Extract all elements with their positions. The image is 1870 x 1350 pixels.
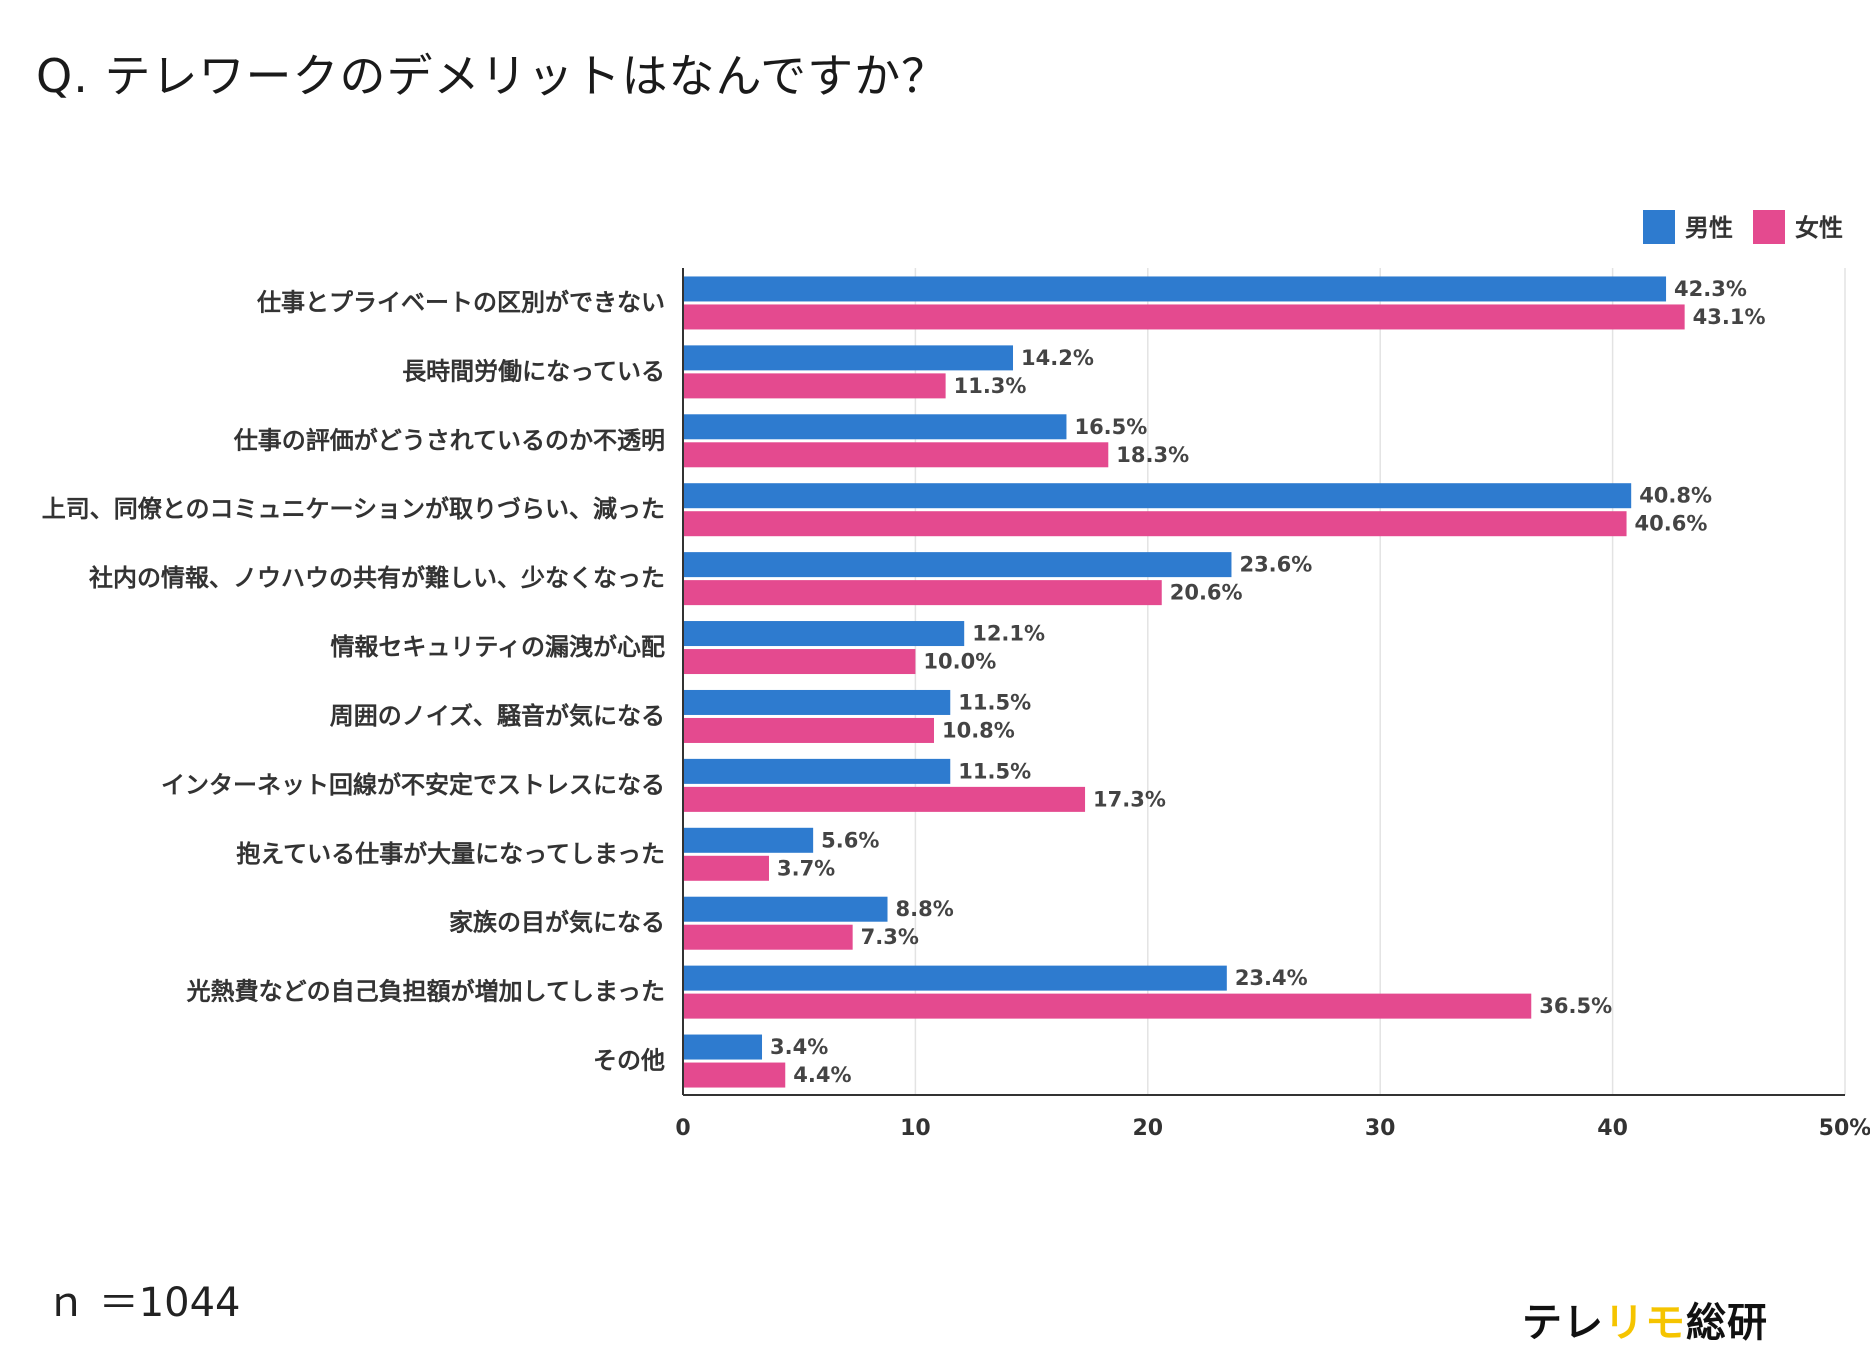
logo-part-2: リモ (1604, 1300, 1686, 1346)
data-label: 18.3% (1116, 443, 1189, 467)
category-label: 仕事の評価がどうされているのか不透明 (233, 426, 665, 454)
data-label: 8.8% (896, 897, 954, 921)
category-label: 家族の目が気になる (449, 909, 665, 937)
bar-female (684, 924, 853, 950)
legend-label-female: 女性 (1795, 214, 1843, 242)
category-label: 長時間労働になっている (402, 357, 665, 385)
bar-female (684, 717, 934, 743)
x-tick-label: 20 (1132, 1116, 1163, 1141)
bar-female (684, 993, 1532, 1019)
data-label: 7.3% (861, 925, 919, 949)
bar-male (684, 552, 1232, 578)
data-label: 11.5% (958, 759, 1031, 783)
data-label: 17.3% (1093, 787, 1166, 811)
category-label: インターネット回線が不安定でストレスになる (161, 771, 665, 799)
logo-part-3: 総研 (1686, 1300, 1768, 1346)
data-label: 36.5% (1539, 994, 1612, 1018)
bar-male (684, 827, 814, 853)
data-label: 3.7% (777, 856, 835, 880)
category-label: 仕事とプライベートの区別ができない (256, 288, 665, 316)
category-label: 情報セキュリティの漏洩が心配 (330, 633, 665, 661)
bar-male (684, 483, 1632, 509)
data-label: 23.6% (1239, 553, 1312, 577)
sample-size: ｎ ＝1044 (46, 1280, 241, 1326)
bar-female (684, 1062, 786, 1088)
data-label: 43.1% (1693, 305, 1766, 329)
data-label: 40.8% (1639, 484, 1712, 508)
brand-logo: テレリモ総研 (1522, 1290, 1768, 1348)
chart-title: Q. テレワークのデメリットはなんですか？ (36, 49, 949, 103)
data-label: 11.3% (954, 374, 1027, 398)
bar-male (684, 621, 965, 647)
legend-label-male: 男性 (1685, 214, 1733, 242)
category-label: 抱えている仕事が大量になってしまった (236, 840, 665, 868)
category-label: 上司、同僚とのコミュニケーションが取りづらい、減った (42, 495, 665, 523)
bars: 42.3% 43.1% 14.2% 11.3% 16.5% 18.3% 40.8% 40.6%… (684, 276, 1766, 1088)
bar-female (684, 649, 916, 675)
data-label: 12.1% (972, 622, 1045, 646)
data-label: 14.2% (1021, 346, 1094, 370)
bar-male (684, 276, 1667, 302)
bar-female (684, 855, 769, 881)
x-tick-label: 30 (1365, 1116, 1396, 1141)
category-label: 周囲のノイズ、騒音が気になる (330, 702, 665, 730)
data-label: 16.5% (1074, 415, 1147, 439)
x-tick-label: 40 (1597, 1116, 1628, 1141)
x-tick-label: 0 (675, 1116, 690, 1141)
legend-swatch-female (1753, 210, 1785, 244)
legend: 男性 女性 (1643, 210, 1843, 244)
data-label: 23.4% (1235, 966, 1308, 990)
bar-male (684, 689, 951, 715)
data-label: 10.8% (942, 718, 1015, 742)
bar-female (684, 373, 946, 399)
legend-swatch-male (1643, 210, 1675, 244)
bar-female (684, 580, 1162, 606)
data-label: 3.4% (770, 1035, 828, 1059)
category-label: 社内の情報、ノウハウの共有が難しい、少なくなった (89, 564, 665, 592)
data-label: 10.0% (923, 650, 996, 674)
category-label: 光熱費などの自己負担額が増加してしまった (186, 978, 665, 1006)
bar-female (684, 511, 1627, 537)
bar-male (684, 345, 1014, 371)
bar-chart: 42.3% 43.1% 14.2% 11.3% 16.5% 18.3% 40.8% 40.6%… (42, 210, 1870, 1141)
data-label: 5.6% (821, 828, 879, 852)
data-label: 40.6% (1635, 512, 1708, 536)
x-tick-label: 10 (900, 1116, 931, 1141)
bar-female (684, 442, 1109, 468)
bar-male (684, 414, 1067, 440)
bar-male (684, 965, 1227, 991)
category-label: その他 (593, 1047, 665, 1075)
bar-female (684, 786, 1086, 812)
bar-male (684, 758, 951, 784)
bar-male (684, 1034, 763, 1060)
data-label: 4.4% (793, 1063, 851, 1087)
x-tick-label: 50% (1819, 1116, 1870, 1141)
axes: 0 10 20 30 40 50% 仕事とプライベートの区別ができない長時間労働になっている… (42, 268, 1870, 1141)
data-label: 20.6% (1170, 581, 1243, 605)
logo-part-1: テレ (1522, 1300, 1604, 1346)
bar-male (684, 896, 888, 922)
data-label: 11.5% (958, 690, 1031, 714)
gridlines (914, 268, 1846, 1095)
data-label: 42.3% (1674, 277, 1747, 301)
bar-female (684, 304, 1685, 330)
